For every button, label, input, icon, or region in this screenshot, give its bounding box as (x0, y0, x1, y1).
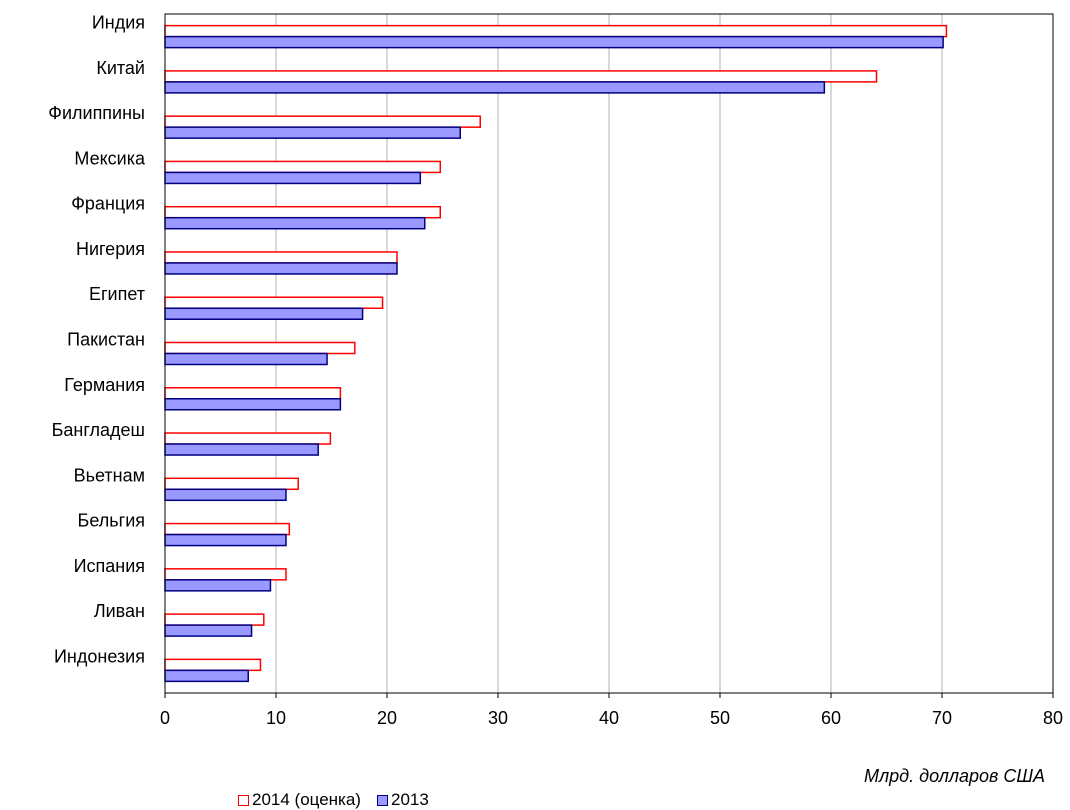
category-label: Франция (71, 194, 145, 214)
bar-2014 (164, 251, 398, 264)
bar-2014 (164, 205, 442, 219)
legend-item-2014: 2014 (оценка) (238, 790, 361, 810)
category-label: Мексика (74, 148, 146, 168)
category-label: Вьетнам (74, 465, 145, 485)
bar-2014 (164, 341, 356, 355)
bar-2013 (164, 488, 287, 502)
category-label: Нигерия (76, 239, 145, 259)
bar-2013 (164, 171, 422, 185)
bar-2014 (164, 70, 878, 83)
bar-2014 (164, 658, 262, 672)
category-label: Китай (96, 58, 145, 78)
category-label: Филиппины (48, 103, 145, 123)
x-tick-label: 0 (160, 708, 170, 728)
category-label: Бельгия (78, 511, 145, 531)
bars (164, 24, 948, 683)
legend-swatch-2013 (376, 794, 388, 806)
bar-2013 (164, 81, 826, 94)
bar-2013 (164, 579, 272, 592)
x-tick-label: 70 (932, 708, 952, 728)
bar-2013 (164, 352, 328, 366)
category-label: Ливан (94, 601, 145, 621)
bar-2014 (164, 522, 291, 536)
bar-2014 (164, 613, 265, 626)
bar-2013 (164, 669, 249, 683)
bar-2013 (164, 262, 398, 275)
legend-item-2013: 2013 (376, 790, 429, 810)
legend-label-2014: 2014 (оценка) (252, 790, 361, 809)
bar-2014 (164, 432, 332, 445)
bar-2013 (164, 624, 253, 637)
bar-2013 (164, 533, 287, 547)
category-label: Египет (89, 284, 145, 304)
x-tick-label: 60 (821, 708, 841, 728)
x-axis-ticks: 0 10 20 30 40 50 60 70 80 (160, 693, 1063, 728)
bar-2013 (164, 126, 462, 139)
bar-2013 (164, 443, 319, 456)
bar-2014 (164, 568, 287, 581)
legend-swatch-2014 (238, 794, 249, 806)
bar-2014 (164, 477, 299, 491)
x-tick-label: 20 (377, 708, 397, 728)
bar-2013 (164, 35, 944, 49)
category-label: Бангладеш (52, 420, 145, 440)
category-labels: Индия Китай Филиппины Мексика Франция Нигерия… (48, 13, 146, 667)
x-tick-label: 10 (266, 708, 286, 728)
bar-2014 (164, 24, 948, 38)
bar-2014 (164, 296, 384, 309)
category-label: Индонезия (54, 646, 145, 666)
bar-2014 (164, 115, 481, 128)
bar-chart: Индия Китай Филиппины Мексика Франция Нигерия… (48, 13, 1063, 786)
bar-2013 (164, 307, 364, 320)
bar-2013 (164, 398, 342, 411)
bar-2014 (164, 160, 442, 174)
x-axis-label: Млрд. долларов США (864, 766, 1045, 786)
x-tick-label: 40 (599, 708, 619, 728)
x-tick-label: 50 (710, 708, 730, 728)
category-label: Индия (92, 13, 145, 33)
category-label: Испания (74, 556, 145, 576)
legend-label-2013: 2013 (390, 790, 429, 809)
x-tick-label: 80 (1043, 708, 1063, 728)
bar-2014 (164, 387, 342, 400)
category-label: Пакистан (67, 330, 145, 350)
category-label: Германия (64, 375, 145, 395)
legend: 2014 (оценка) 2013 (238, 790, 445, 810)
bar-2013 (164, 216, 426, 230)
x-tick-label: 30 (488, 708, 508, 728)
